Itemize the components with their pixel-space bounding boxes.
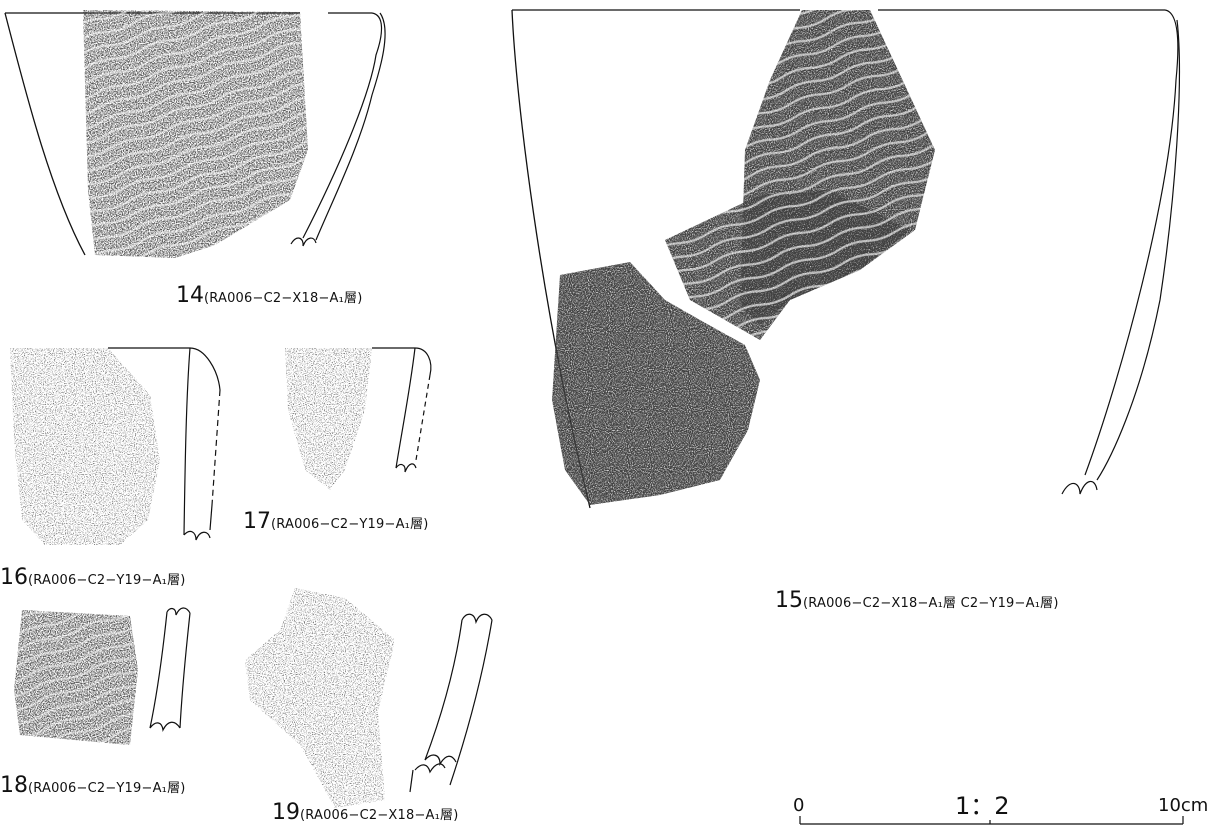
figure-ref-17: (RA006−C2−Y19−A₁層)	[271, 517, 429, 532]
figure-ref-19: (RA006−C2−X18−A₁層)	[300, 808, 459, 823]
figure-number-14: 14	[176, 283, 204, 308]
figure-number-19: 19	[272, 800, 300, 825]
vessel-16-drawing	[10, 347, 221, 545]
scale-start-label: 0	[793, 795, 805, 816]
vessel-15-profile	[1061, 9, 1181, 495]
figure-number-15: 15	[775, 588, 803, 613]
vessel-16-profile	[183, 347, 221, 541]
vessel-16-surface-texture	[10, 348, 160, 545]
vessel-18-profile	[149, 607, 191, 733]
figure-number-16: 16	[0, 565, 28, 590]
vessel-14-drawing	[4, 10, 386, 258]
figure-ref-18: (RA006−C2−Y19−A₁層)	[28, 781, 186, 796]
figure-ref-16: (RA006−C2−Y19−A₁層)	[28, 573, 186, 588]
figure-number-18: 18	[0, 773, 28, 798]
vessel-17-profile	[395, 347, 432, 473]
figure-ref-15: (RA006−C2−X18−A₁層 C2−Y19−A₁層)	[803, 596, 1059, 611]
vessel-18-drawing	[14, 607, 191, 745]
vessel-19-drawing	[245, 588, 493, 808]
caption-14: 14(RA006−C2−X18−A₁層)	[176, 285, 363, 307]
caption-19: 19(RA006−C2−X18−A₁層)	[272, 802, 459, 824]
caption-16: 16(RA006−C2−Y19−A₁層)	[0, 567, 186, 589]
caption-18: 18(RA006−C2−Y19−A₁層)	[0, 775, 186, 797]
scale-bar	[799, 816, 1184, 825]
vessel-14-profile	[290, 12, 386, 247]
vessel-18-surface-texture	[14, 610, 138, 745]
vessel-19-profile	[409, 613, 493, 793]
figure-ref-14: (RA006−C2−X18−A₁層)	[204, 291, 363, 306]
vessel-14-surface-texture	[83, 10, 308, 258]
caption-17: 17(RA006−C2−Y19−A₁層)	[243, 511, 429, 533]
vessel-17-surface-texture	[285, 348, 372, 490]
vessel-15-drawing	[511, 9, 1181, 509]
figure-number-17: 17	[243, 509, 271, 534]
vessel-17-drawing	[285, 347, 432, 490]
scale-ratio-label: 1：2	[955, 792, 1010, 820]
caption-15: 15(RA006−C2−X18−A₁層 C2−Y19−A₁層)	[775, 590, 1059, 612]
scale-end-label: 10cm	[1158, 795, 1209, 816]
vessel-19-surface-texture	[245, 588, 395, 808]
